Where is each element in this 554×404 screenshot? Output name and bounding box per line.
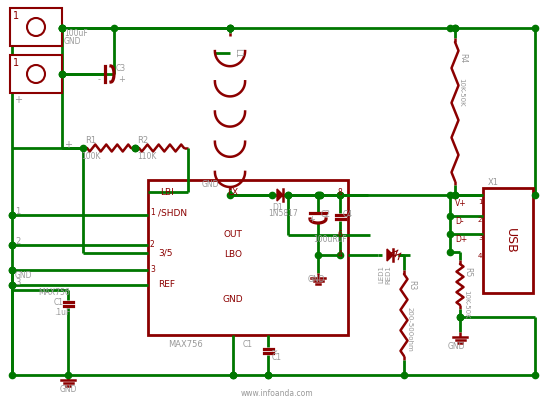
Bar [10, 8, 62, 46]
Text: R1: R1 [85, 136, 96, 145]
Text: GND: GND [15, 271, 33, 280]
Text: R2: R2 [137, 136, 148, 145]
Text: C4: C4 [343, 210, 353, 219]
Bar [10, 55, 62, 93]
Text: USB: USB [504, 227, 516, 253]
Text: C3: C3 [116, 64, 126, 73]
Text: V+: V+ [455, 199, 466, 208]
Text: LX: LX [228, 188, 239, 197]
Text: 100uRuF: 100uRuF [313, 235, 347, 244]
Text: GND: GND [308, 275, 326, 284]
Text: /SHDN: /SHDN [158, 208, 187, 217]
Text: 1: 1 [150, 208, 155, 217]
Text: GND: GND [448, 342, 465, 351]
Text: C2: C2 [321, 210, 331, 219]
Text: RED1: RED1 [385, 265, 391, 284]
Polygon shape [277, 189, 283, 201]
Text: 6: 6 [338, 230, 343, 239]
Text: 1: 1 [15, 207, 20, 216]
Text: ~: ~ [270, 347, 277, 356]
Text: D+: D+ [455, 235, 467, 244]
Text: GND: GND [223, 295, 243, 304]
Text: +: + [308, 215, 315, 224]
Text: 200-500ohm: 200-500ohm [407, 307, 413, 352]
Text: 3: 3 [478, 235, 483, 241]
Text: 3: 3 [150, 265, 155, 274]
Text: 1: 1 [13, 58, 19, 68]
Text: R4: R4 [458, 53, 467, 63]
Text: D1: D1 [272, 203, 283, 212]
Text: GND: GND [60, 385, 78, 394]
Bar [148, 180, 348, 335]
Text: www.infoanda.com: www.infoanda.com [240, 389, 314, 398]
Text: LBO: LBO [224, 250, 242, 259]
Text: C1: C1 [54, 298, 64, 307]
Text: +: + [14, 95, 22, 105]
Text: 8: 8 [338, 188, 343, 197]
Text: 100K: 100K [81, 152, 100, 161]
Text: 4: 4 [478, 253, 483, 259]
Text: 3: 3 [15, 278, 20, 287]
Text: 4: 4 [338, 250, 343, 259]
Text: MAX756: MAX756 [38, 288, 70, 297]
Text: 1: 1 [478, 199, 483, 205]
Text: 2: 2 [15, 237, 20, 246]
Text: +: + [118, 75, 125, 84]
Text: 100uF: 100uF [64, 29, 88, 38]
Text: 10K-50K: 10K-50K [463, 290, 469, 319]
Text: LBI: LBI [160, 188, 174, 197]
Text: X1: X1 [488, 178, 499, 187]
Bar [483, 188, 533, 293]
Text: D-: D- [455, 217, 464, 226]
Text: LED1: LED1 [378, 265, 384, 283]
Text: 2: 2 [478, 217, 483, 223]
Text: OUT: OUT [224, 230, 243, 239]
Text: R3: R3 [407, 280, 416, 290]
Text: MAX756: MAX756 [168, 340, 203, 349]
Text: .1uF: .1uF [54, 308, 70, 317]
Polygon shape [387, 249, 393, 261]
Text: +: + [64, 140, 72, 150]
Text: C1: C1 [243, 340, 253, 349]
Text: 3/5: 3/5 [158, 248, 172, 257]
Text: L1: L1 [233, 48, 242, 58]
Text: GND: GND [64, 37, 81, 46]
Text: R5: R5 [463, 267, 472, 277]
Text: C1: C1 [272, 353, 282, 362]
Text: 2: 2 [150, 240, 155, 249]
Text: REF: REF [158, 280, 175, 289]
Text: 1N5817: 1N5817 [268, 209, 297, 218]
Text: 10K-50K: 10K-50K [458, 78, 464, 107]
Text: 110K: 110K [137, 152, 156, 161]
Text: -: - [98, 75, 101, 84]
Text: 1: 1 [13, 11, 19, 21]
Text: GND: GND [202, 180, 219, 189]
